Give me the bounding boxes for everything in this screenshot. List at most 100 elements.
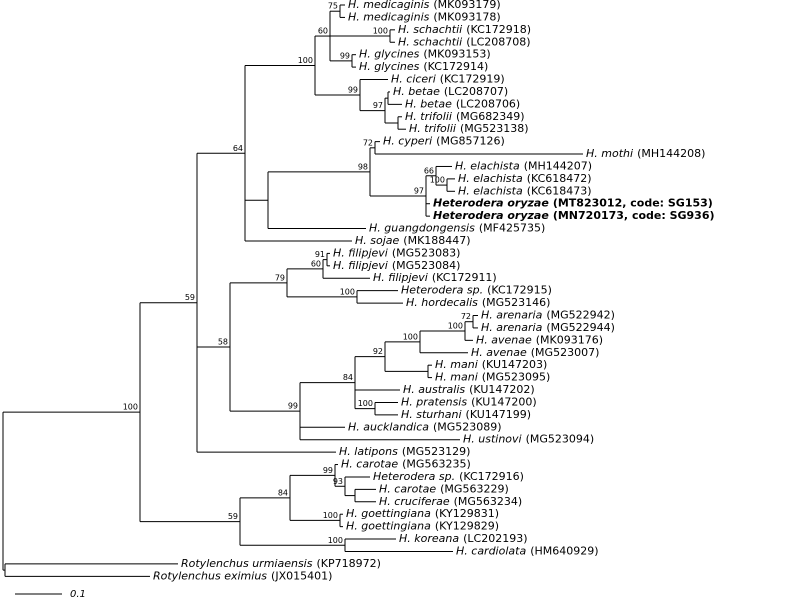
- species-name: H. betae: [405, 97, 452, 110]
- bootstrap-value: 99: [348, 86, 358, 95]
- accession: (MF425735): [479, 222, 545, 235]
- scale-label: 0.1: [70, 589, 86, 600]
- bootstrap-value: 58: [218, 338, 228, 347]
- taxon-label: H. elachista (KC618472): [458, 172, 592, 185]
- species-name: Heterodera sp.: [373, 470, 455, 483]
- taxon-label: H. guangdongensis (MF425735): [369, 222, 545, 235]
- species-name: H. carotae: [379, 482, 436, 495]
- taxon-label: H. mothi (MH144208): [586, 147, 705, 160]
- species-name: H. medicaginis: [348, 10, 430, 23]
- accession: (MK093178): [433, 10, 500, 23]
- species-name: H. goettingiana: [346, 520, 431, 533]
- species-name: H. betae: [393, 85, 440, 98]
- species-name: H. australis: [403, 383, 465, 396]
- bootstrap-value: 100: [328, 536, 343, 545]
- taxon-label: H. arenaria (MG522944): [481, 321, 615, 334]
- accession: (KY129831): [435, 507, 499, 520]
- taxon-label: H. trifolii (MG523138): [409, 122, 529, 135]
- accession: (MG682349): [456, 110, 525, 123]
- accession: (MG523094): [526, 433, 595, 446]
- accession: (MH144208): [637, 147, 705, 160]
- bootstrap-value: 100: [358, 399, 373, 408]
- accession: (JX015401): [271, 569, 332, 582]
- accession: (MG523089): [433, 420, 502, 433]
- taxon-label: H. sturhani (KU147199): [401, 408, 531, 421]
- accession: (MG523146): [482, 296, 551, 309]
- accession: (MN720173, code: SG936): [553, 209, 715, 222]
- bootstrap-value: 66: [424, 166, 434, 175]
- taxon-label: Heterodera oryzae (MT823012, code: SG153): [433, 197, 713, 210]
- accession: (MK093179): [433, 0, 500, 11]
- accession: (MG563234): [454, 495, 523, 508]
- species-name: H. koreana: [399, 532, 459, 545]
- bootstrap-value: 91: [315, 250, 325, 259]
- accession: (MG857126): [436, 135, 505, 148]
- bootstrap-value: 99: [288, 402, 298, 411]
- bootstrap-value: 100: [373, 27, 388, 36]
- bootstrap-value: 100: [123, 403, 138, 412]
- accession: (KU147200): [471, 395, 537, 408]
- accession: (MG522944): [546, 321, 615, 334]
- species-name: H. ciceri: [391, 73, 436, 86]
- bootstrap-value: 100: [430, 176, 445, 185]
- accession: (MG522942): [546, 309, 615, 322]
- taxon-label: H. filipjevi (KC172911): [373, 271, 497, 284]
- species-name: H. elachista: [458, 184, 523, 197]
- bootstrap-value: 93: [333, 477, 343, 486]
- taxon-label: Heterodera oryzae (MN720173, code: SG936): [433, 209, 715, 222]
- bootstrap-value: 64: [233, 144, 243, 153]
- species-name: H. sojae: [355, 234, 400, 247]
- taxon-label: H. elachista (MH144207): [455, 159, 592, 172]
- species-name: H. medicaginis: [348, 0, 430, 11]
- bootstrap-value: 84: [278, 488, 288, 497]
- taxon-label: H. cardiolata (HM640929): [456, 544, 599, 557]
- taxon-label: H. goettingiana (KY129831): [346, 507, 499, 520]
- accession: (MG523007): [531, 346, 600, 359]
- accession: (MT823012, code: SG153): [553, 197, 713, 210]
- species-name: H. ustinovi: [463, 433, 522, 446]
- taxon-label: H. mani (KU147203): [435, 358, 547, 371]
- accession: (MK188447): [403, 234, 470, 247]
- bootstrap-value: 92: [373, 347, 383, 356]
- accession: (KC172918): [466, 23, 531, 36]
- accession: (MG523084): [392, 259, 461, 272]
- taxon-label: H. goettingiana (KY129829): [346, 520, 499, 533]
- taxon-label: H. arenaria (MG522942): [481, 309, 615, 322]
- accession: (LC208706): [456, 97, 520, 110]
- species-name: H. guangdongensis: [369, 222, 475, 235]
- accession: (MK093153): [423, 48, 490, 61]
- species-name: H. mani: [435, 371, 478, 384]
- species-name: H. glycines: [359, 60, 420, 73]
- taxon-label: H. filipjevi (MG523083): [333, 246, 460, 259]
- accession: (MG563235): [402, 458, 471, 471]
- taxon-label: H. hordecalis (MG523146): [406, 296, 550, 309]
- taxon-label: H. australis (KU147202): [403, 383, 535, 396]
- taxon-label: H. schachtii (LC208708): [398, 35, 531, 48]
- bootstrap-value: 60: [311, 259, 321, 268]
- species-name: H. schachtii: [398, 35, 462, 48]
- species-name: H. aucklandica: [348, 420, 429, 433]
- taxon-label: H. filipjevi (MG523084): [333, 259, 460, 272]
- species-name: H. elachista: [455, 159, 520, 172]
- bootstrap-value: 100: [448, 322, 463, 331]
- taxon-label: H. carotae (MG563229): [379, 482, 509, 495]
- taxon-label: H. mani (MG523095): [435, 371, 550, 384]
- taxon-label: H. betae (LC208707): [393, 85, 508, 98]
- species-name: Rotylenchus urmiaensis: [181, 557, 313, 570]
- species-name: H. cardiolata: [456, 544, 526, 557]
- taxon-label: Heterodera sp. (KC172916): [373, 470, 524, 483]
- accession: (KU147203): [482, 358, 548, 371]
- bootstrap-value: 97: [373, 101, 383, 110]
- taxon-label: H. medicaginis (MK093178): [348, 10, 501, 23]
- bootstrap-value: 100: [298, 56, 313, 65]
- species-name: H. trifolii: [409, 122, 456, 135]
- accession: (LC202193): [463, 532, 527, 545]
- species-name: Heterodera oryzae: [433, 197, 549, 210]
- species-name: H. pratensis: [401, 395, 467, 408]
- species-name: Rotylenchus eximius: [153, 569, 267, 582]
- taxon-label: H. cruciferae (MG563234): [379, 495, 522, 508]
- accession: (KP718972): [316, 557, 380, 570]
- accession: (KC172915): [487, 284, 552, 297]
- bootstrap-value: 60: [318, 27, 328, 36]
- accession: (KU147202): [469, 383, 535, 396]
